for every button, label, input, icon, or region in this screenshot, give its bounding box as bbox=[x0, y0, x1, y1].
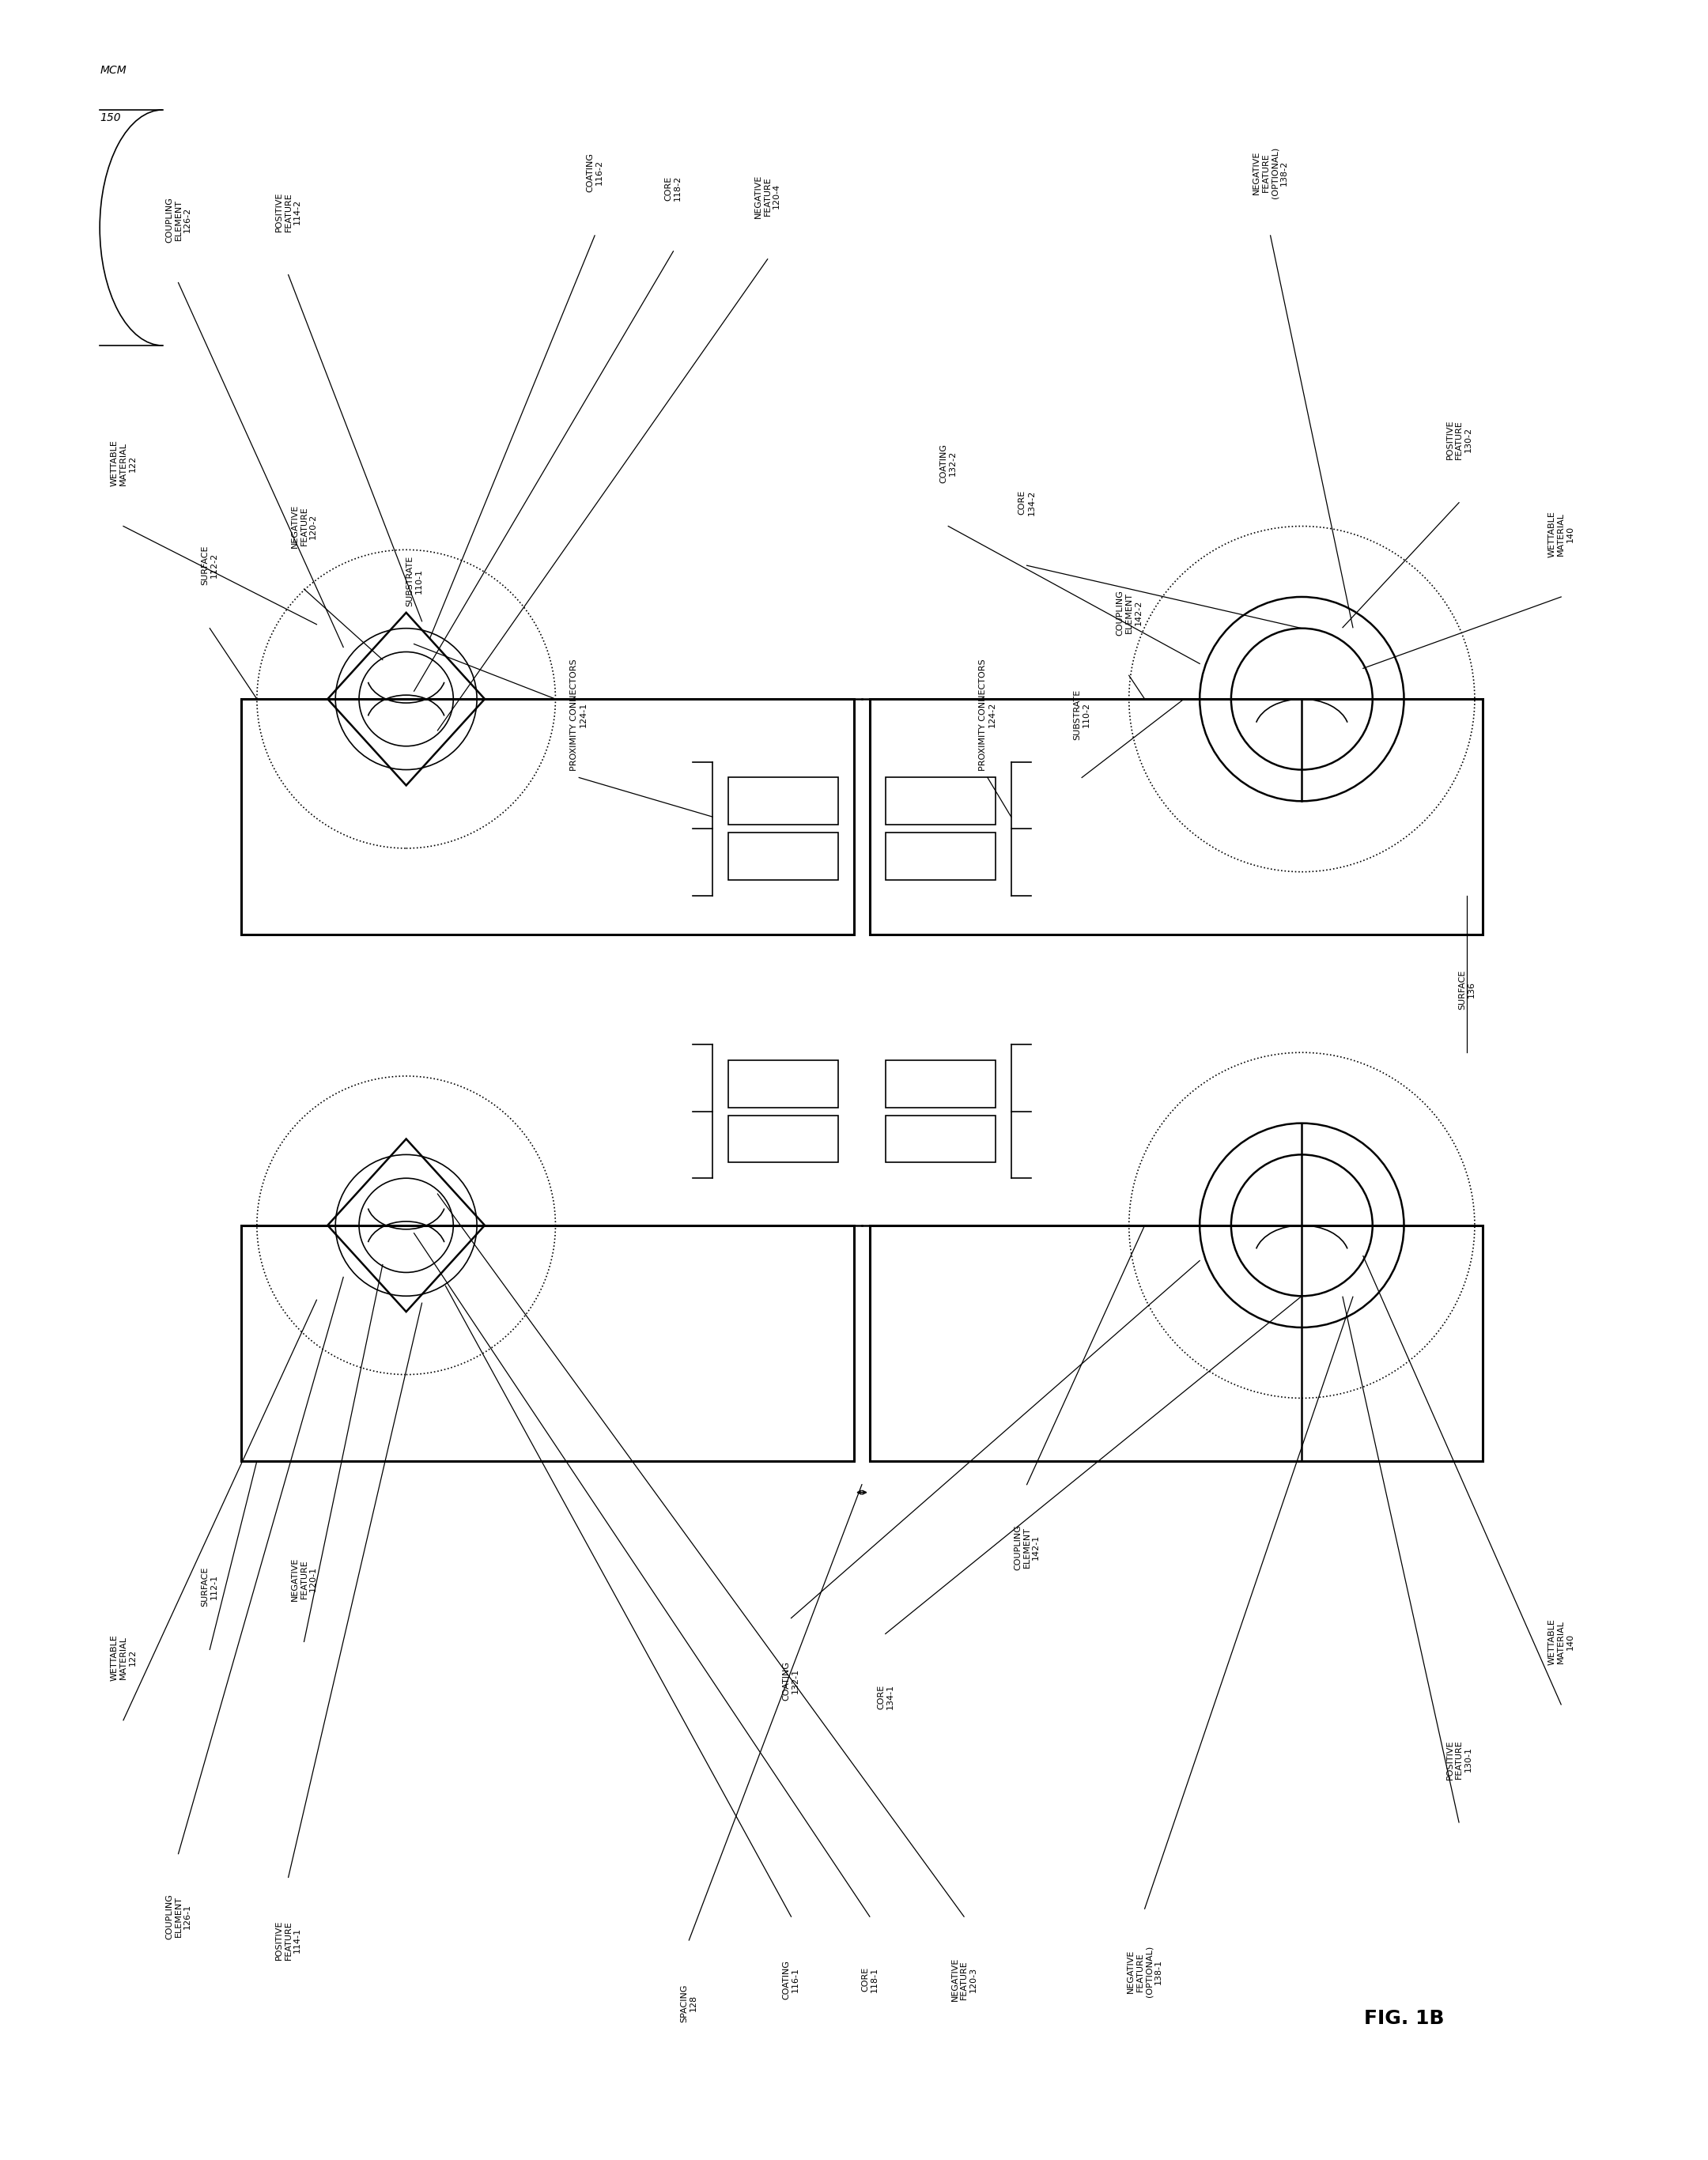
Text: POSITIVE
FEATURE
114-2: POSITIVE FEATURE 114-2 bbox=[275, 192, 301, 231]
Bar bbox=[885, 778, 996, 825]
Text: COATING
132-2: COATING 132-2 bbox=[939, 443, 956, 484]
Text: NEGATIVE
FEATURE
120-4: NEGATIVE FEATURE 120-4 bbox=[755, 175, 781, 218]
Text: COUPLING
ELEMENT
126-2: COUPLING ELEMENT 126-2 bbox=[166, 197, 191, 242]
Text: POSITIVE
FEATURE
130-1: POSITIVE FEATURE 130-1 bbox=[1447, 1739, 1472, 1780]
Text: NEGATIVE
FEATURE
120-1: NEGATIVE FEATURE 120-1 bbox=[290, 1557, 318, 1601]
Bar bbox=[241, 1225, 854, 1460]
Bar bbox=[241, 700, 854, 935]
Bar bbox=[869, 700, 1483, 935]
Text: NEGATIVE
FEATURE
(OPTIONAL)
138-1: NEGATIVE FEATURE (OPTIONAL) 138-1 bbox=[1127, 1946, 1163, 1998]
Text: PROXIMITY CONNECTORS
124-2: PROXIMITY CONNECTORS 124-2 bbox=[979, 659, 996, 771]
Text: SURFACE
136: SURFACE 136 bbox=[1459, 970, 1476, 1009]
Bar bbox=[885, 1115, 996, 1162]
Bar bbox=[728, 778, 839, 825]
Text: COUPLING
ELEMENT
142-2: COUPLING ELEMENT 142-2 bbox=[1115, 590, 1143, 635]
Text: WETTABLE
MATERIAL
122: WETTABLE MATERIAL 122 bbox=[111, 1635, 137, 1680]
Text: COATING
132-1: COATING 132-1 bbox=[782, 1661, 799, 1700]
Bar bbox=[885, 832, 996, 879]
Bar bbox=[869, 1225, 1483, 1460]
Text: SURFACE
112-1: SURFACE 112-1 bbox=[202, 1566, 219, 1607]
Text: POSITIVE
FEATURE
130-2: POSITIVE FEATURE 130-2 bbox=[1447, 419, 1472, 460]
Text: COATING
116-2: COATING 116-2 bbox=[586, 153, 603, 192]
Text: NEGATIVE
FEATURE
120-2: NEGATIVE FEATURE 120-2 bbox=[290, 503, 318, 549]
Text: MCM: MCM bbox=[99, 65, 126, 76]
Text: SUBSTRATE
110-1: SUBSTRATE 110-1 bbox=[405, 555, 422, 607]
Bar bbox=[885, 1061, 996, 1108]
Text: WETTABLE
MATERIAL
122: WETTABLE MATERIAL 122 bbox=[111, 441, 137, 486]
Text: SPACING
128: SPACING 128 bbox=[680, 1983, 697, 2022]
Text: CORE
134-2: CORE 134-2 bbox=[1018, 490, 1035, 516]
Text: POSITIVE
FEATURE
114-1: POSITIVE FEATURE 114-1 bbox=[275, 1920, 301, 1959]
Text: WETTABLE
MATERIAL
140: WETTABLE MATERIAL 140 bbox=[1547, 1618, 1575, 1665]
Text: COUPLING
ELEMENT
142-1: COUPLING ELEMENT 142-1 bbox=[1015, 1525, 1040, 1570]
Text: NEGATIVE
FEATURE
120-3: NEGATIVE FEATURE 120-3 bbox=[951, 1957, 977, 2002]
Text: PROXIMITY CONNECTORS
124-1: PROXIMITY CONNECTORS 124-1 bbox=[570, 659, 588, 771]
Bar bbox=[728, 1115, 839, 1162]
Text: FIG. 1B: FIG. 1B bbox=[1363, 2009, 1443, 2028]
Text: SURFACE
112-2: SURFACE 112-2 bbox=[202, 546, 219, 585]
Text: SUBSTRATE
110-2: SUBSTRATE 110-2 bbox=[1073, 689, 1090, 741]
Text: WETTABLE
MATERIAL
140: WETTABLE MATERIAL 140 bbox=[1547, 510, 1575, 557]
Text: CORE
118-2: CORE 118-2 bbox=[664, 175, 681, 201]
Bar bbox=[728, 832, 839, 879]
Text: NEGATIVE
FEATURE
(OPTIONAL)
138-2: NEGATIVE FEATURE (OPTIONAL) 138-2 bbox=[1252, 147, 1288, 199]
Text: COUPLING
ELEMENT
126-1: COUPLING ELEMENT 126-1 bbox=[166, 1894, 191, 1940]
Text: 150: 150 bbox=[99, 112, 121, 123]
Bar bbox=[728, 1061, 839, 1108]
Text: CORE
134-1: CORE 134-1 bbox=[876, 1685, 893, 1709]
Text: COATING
116-1: COATING 116-1 bbox=[782, 1959, 799, 2000]
Text: CORE
118-1: CORE 118-1 bbox=[861, 1968, 878, 1992]
